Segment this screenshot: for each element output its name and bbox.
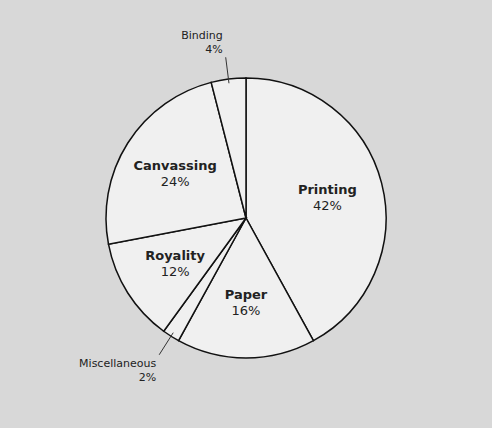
value-label: 2% [139,371,156,384]
value-label: 4% [205,43,222,56]
chart: Printing42% Paper16% Miscellaneous2% Royali… [0,0,492,428]
value-label: 42% [313,198,342,213]
slice-label: Binding [181,29,223,42]
slice-label: Printing [298,182,357,197]
slice-label: Canvassing [133,158,216,173]
slice-labels: Printing42% Paper16% Miscellaneous2% Royali… [79,29,357,384]
value-label: 24% [161,174,190,189]
pie-slice [211,78,246,218]
leader-line [226,57,229,83]
pie [106,78,386,358]
value-label: 12% [161,264,190,279]
slice-label: Miscellaneous [79,357,156,370]
value-label: 16% [232,303,261,318]
slice-label: Paper [225,287,268,302]
slice-label: Royality [145,248,205,263]
leader-line [159,333,173,355]
